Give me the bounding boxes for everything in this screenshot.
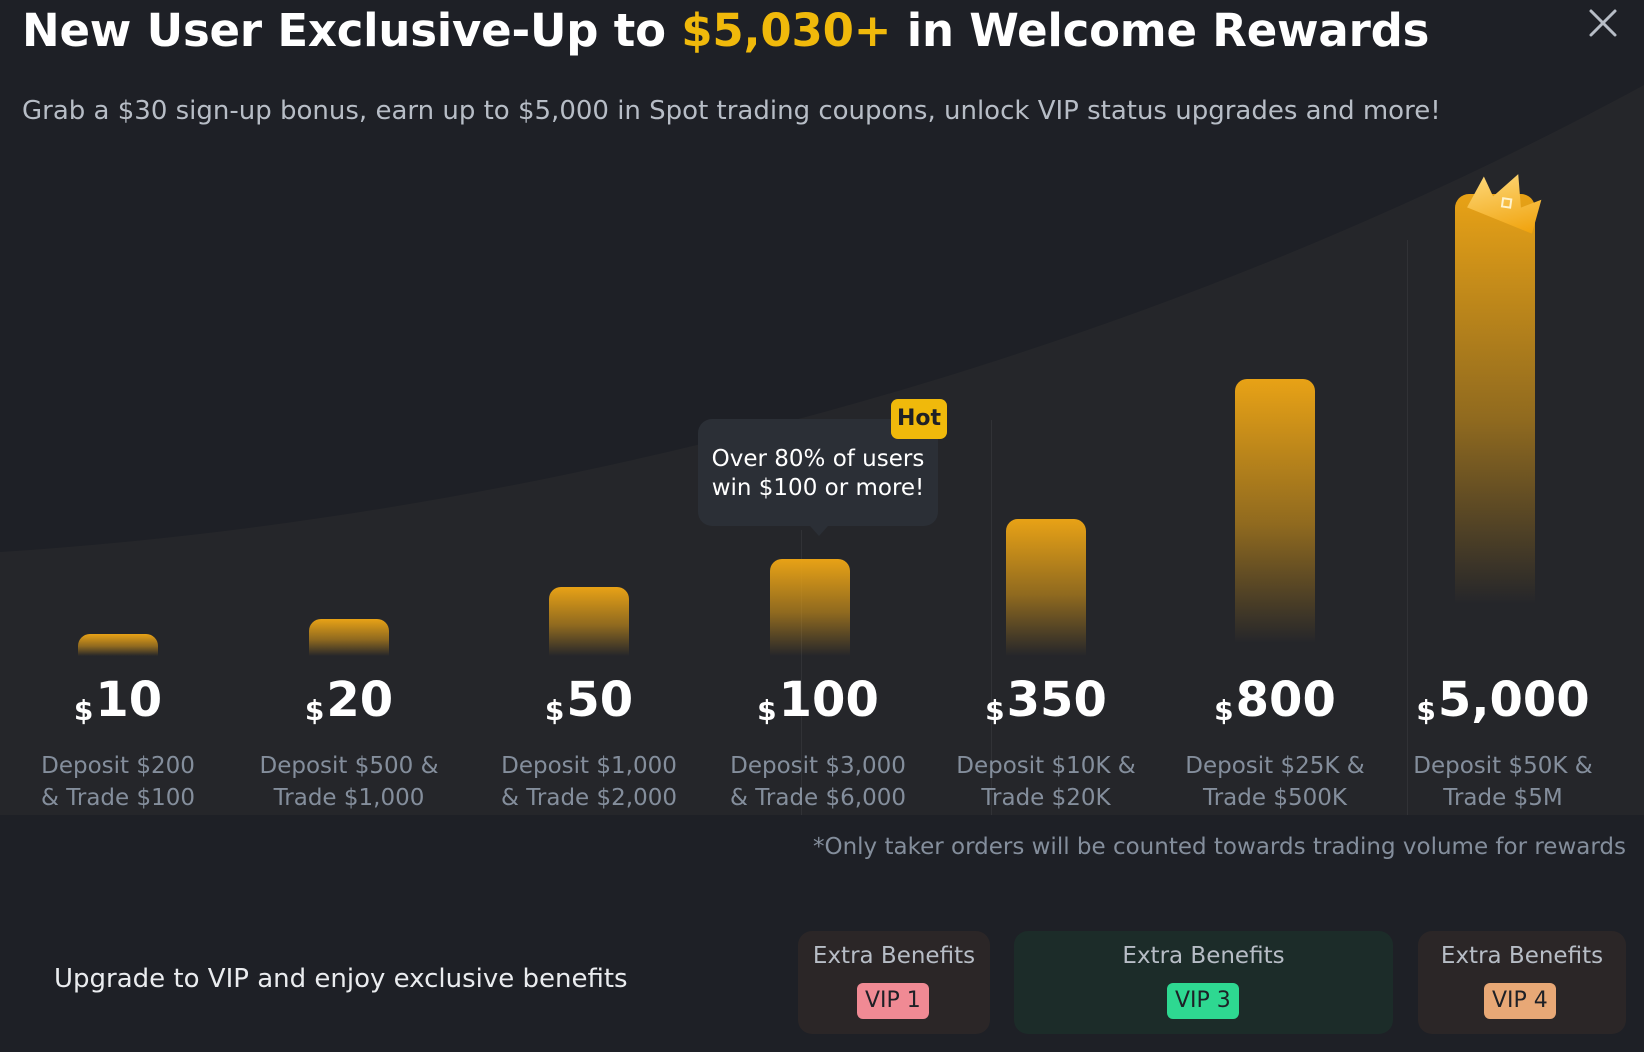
reward-bar xyxy=(1235,379,1315,643)
reward-tier: $10 Deposit $200 & Trade $100 xyxy=(3,0,233,815)
close-button[interactable] xyxy=(1584,4,1622,42)
reward-tier: $350 Deposit $10K & Trade $20K xyxy=(931,0,1161,815)
tooltip-arrow xyxy=(810,526,828,536)
reward-requirement: Deposit $3,000 & Trade $6,000 xyxy=(729,753,906,811)
modal-subtitle: Grab a $30 sign-up bonus, earn up to $5,… xyxy=(22,96,1441,126)
title-highlight-amount: $5,030+ xyxy=(681,4,892,57)
reward-amount: $20 xyxy=(304,672,394,728)
reward-bar xyxy=(1455,194,1535,604)
reward-bar xyxy=(770,559,850,656)
title-prefix: New User Exclusive-Up to xyxy=(22,4,682,57)
benefit-label: Extra Benefits xyxy=(1122,943,1285,969)
reward-tier: $800 Deposit $25K & Trade $500K xyxy=(1160,0,1390,815)
trading-volume-footnote: *Only taker orders will be counted towar… xyxy=(812,834,1626,860)
benefit-label: Extra Benefits xyxy=(812,943,976,969)
reward-bar xyxy=(78,634,158,656)
reward-requirement: Deposit $200 & Trade $100 xyxy=(40,753,196,811)
reward-bar xyxy=(1006,519,1086,656)
reward-amount: $800 xyxy=(1214,672,1336,728)
reward-tier: $100 Deposit $3,000 & Trade $6,000 xyxy=(703,0,933,815)
reward-amount: $5,000 xyxy=(1416,672,1590,728)
reward-bar xyxy=(309,619,389,656)
vip1-badge: VIP 1 xyxy=(857,983,929,1019)
reward-bar xyxy=(549,587,629,656)
vip-promo-text: Upgrade to VIP and enjoy exclusive benef… xyxy=(54,964,628,994)
reward-requirement: Deposit $500 & Trade $1,000 xyxy=(259,753,439,811)
close-icon xyxy=(1589,9,1617,37)
reward-tier: $50 Deposit $1,000 & Trade $2,000 xyxy=(474,0,704,815)
reward-requirement: Deposit $1,000 & Trade $2,000 xyxy=(500,753,677,811)
reward-amount: $50 xyxy=(544,672,634,728)
reward-requirement: Deposit $10K & Trade $20K xyxy=(956,753,1136,811)
column-divider xyxy=(1407,240,1408,815)
reward-tier: $20 Deposit $500 & Trade $1,000 xyxy=(234,0,464,815)
reward-amount: $100 xyxy=(757,672,879,728)
reward-requirement: Deposit $25K & Trade $500K xyxy=(1185,753,1365,811)
title-suffix: in Welcome Rewards xyxy=(891,4,1430,57)
benefit-label: Extra Benefits xyxy=(1440,943,1604,969)
reward-amount: $10 xyxy=(73,672,163,728)
vip3-benefits-card[interactable]: Extra Benefits VIP 3 xyxy=(1014,931,1393,1034)
vip4-benefits-card[interactable]: Extra Benefits VIP 4 xyxy=(1418,931,1626,1034)
reward-requirement: Deposit $50K & Trade $5M xyxy=(1413,753,1593,811)
vip1-benefits-card[interactable]: Extra Benefits VIP 1 xyxy=(798,931,990,1034)
column-divider xyxy=(991,420,992,815)
modal-title: New User Exclusive-Up to $5,030+ in Welc… xyxy=(22,4,1429,57)
reward-tier: $5,000 Deposit $50K & Trade $5M xyxy=(1388,0,1618,815)
hot-badge: Hot xyxy=(891,399,947,439)
column-divider xyxy=(801,530,802,815)
vip3-badge: VIP 3 xyxy=(1167,983,1239,1019)
reward-amount: $350 xyxy=(985,672,1107,728)
crown-icon xyxy=(1467,174,1542,234)
vip4-badge: VIP 4 xyxy=(1484,983,1556,1019)
